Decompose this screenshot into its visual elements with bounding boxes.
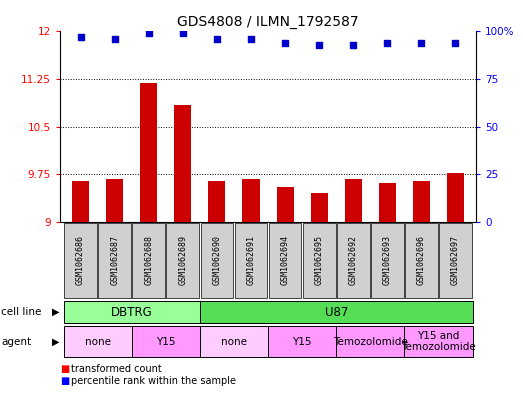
Bar <box>311 193 328 222</box>
FancyBboxPatch shape <box>235 223 267 298</box>
Bar <box>106 179 123 222</box>
Text: cell line: cell line <box>1 307 41 317</box>
Point <box>247 36 255 42</box>
FancyBboxPatch shape <box>132 326 200 357</box>
Text: Y15: Y15 <box>292 336 312 347</box>
Bar <box>379 183 396 222</box>
Point <box>179 30 187 37</box>
FancyBboxPatch shape <box>336 326 404 357</box>
Point <box>383 40 392 46</box>
Text: U87: U87 <box>324 305 348 319</box>
Point <box>349 42 357 48</box>
Text: ■: ■ <box>60 364 70 375</box>
Text: GSM1062696: GSM1062696 <box>417 235 426 285</box>
Text: none: none <box>221 336 247 347</box>
Point <box>281 40 289 46</box>
Bar <box>447 173 464 222</box>
Point <box>213 36 221 42</box>
Text: GSM1062692: GSM1062692 <box>349 235 358 285</box>
Title: GDS4808 / ILMN_1792587: GDS4808 / ILMN_1792587 <box>177 15 359 29</box>
Bar <box>72 181 89 222</box>
Bar <box>345 179 362 222</box>
FancyBboxPatch shape <box>269 223 301 298</box>
Bar <box>140 83 157 222</box>
FancyBboxPatch shape <box>166 223 199 298</box>
Text: ▶: ▶ <box>52 336 59 347</box>
Point <box>417 40 426 46</box>
Text: Temozolomide: Temozolomide <box>333 336 407 347</box>
Text: GSM1062690: GSM1062690 <box>212 235 221 285</box>
Text: GSM1062697: GSM1062697 <box>451 235 460 285</box>
Text: percentile rank within the sample: percentile rank within the sample <box>71 376 235 386</box>
FancyBboxPatch shape <box>200 326 268 357</box>
FancyBboxPatch shape <box>405 223 438 298</box>
FancyBboxPatch shape <box>439 223 472 298</box>
Point <box>76 34 85 40</box>
Text: ▶: ▶ <box>52 307 59 317</box>
FancyBboxPatch shape <box>64 301 200 323</box>
Text: GSM1062689: GSM1062689 <box>178 235 187 285</box>
Point <box>315 42 323 48</box>
FancyBboxPatch shape <box>303 223 336 298</box>
Bar <box>277 187 293 222</box>
Text: GSM1062694: GSM1062694 <box>280 235 290 285</box>
Text: GSM1062695: GSM1062695 <box>315 235 324 285</box>
Text: DBTRG: DBTRG <box>111 305 153 319</box>
Point <box>451 40 460 46</box>
Point <box>144 30 153 37</box>
Text: GSM1062688: GSM1062688 <box>144 235 153 285</box>
Bar <box>413 181 430 222</box>
FancyBboxPatch shape <box>404 326 472 357</box>
Text: ■: ■ <box>60 376 70 386</box>
Text: GSM1062691: GSM1062691 <box>246 235 256 285</box>
Text: Y15: Y15 <box>156 336 176 347</box>
Text: GSM1062687: GSM1062687 <box>110 235 119 285</box>
FancyBboxPatch shape <box>200 223 233 298</box>
Text: Y15 and
Temozolomide: Y15 and Temozolomide <box>401 331 476 352</box>
Bar <box>174 105 191 222</box>
FancyBboxPatch shape <box>268 326 336 357</box>
Bar <box>208 181 225 222</box>
FancyBboxPatch shape <box>64 326 132 357</box>
FancyBboxPatch shape <box>64 223 97 298</box>
Text: transformed count: transformed count <box>71 364 162 375</box>
Text: none: none <box>85 336 111 347</box>
FancyBboxPatch shape <box>337 223 370 298</box>
Bar <box>243 179 259 222</box>
Point <box>110 36 119 42</box>
FancyBboxPatch shape <box>98 223 131 298</box>
FancyBboxPatch shape <box>132 223 165 298</box>
FancyBboxPatch shape <box>371 223 404 298</box>
FancyBboxPatch shape <box>200 301 472 323</box>
Text: GSM1062686: GSM1062686 <box>76 235 85 285</box>
Text: agent: agent <box>1 336 31 347</box>
Text: GSM1062693: GSM1062693 <box>383 235 392 285</box>
